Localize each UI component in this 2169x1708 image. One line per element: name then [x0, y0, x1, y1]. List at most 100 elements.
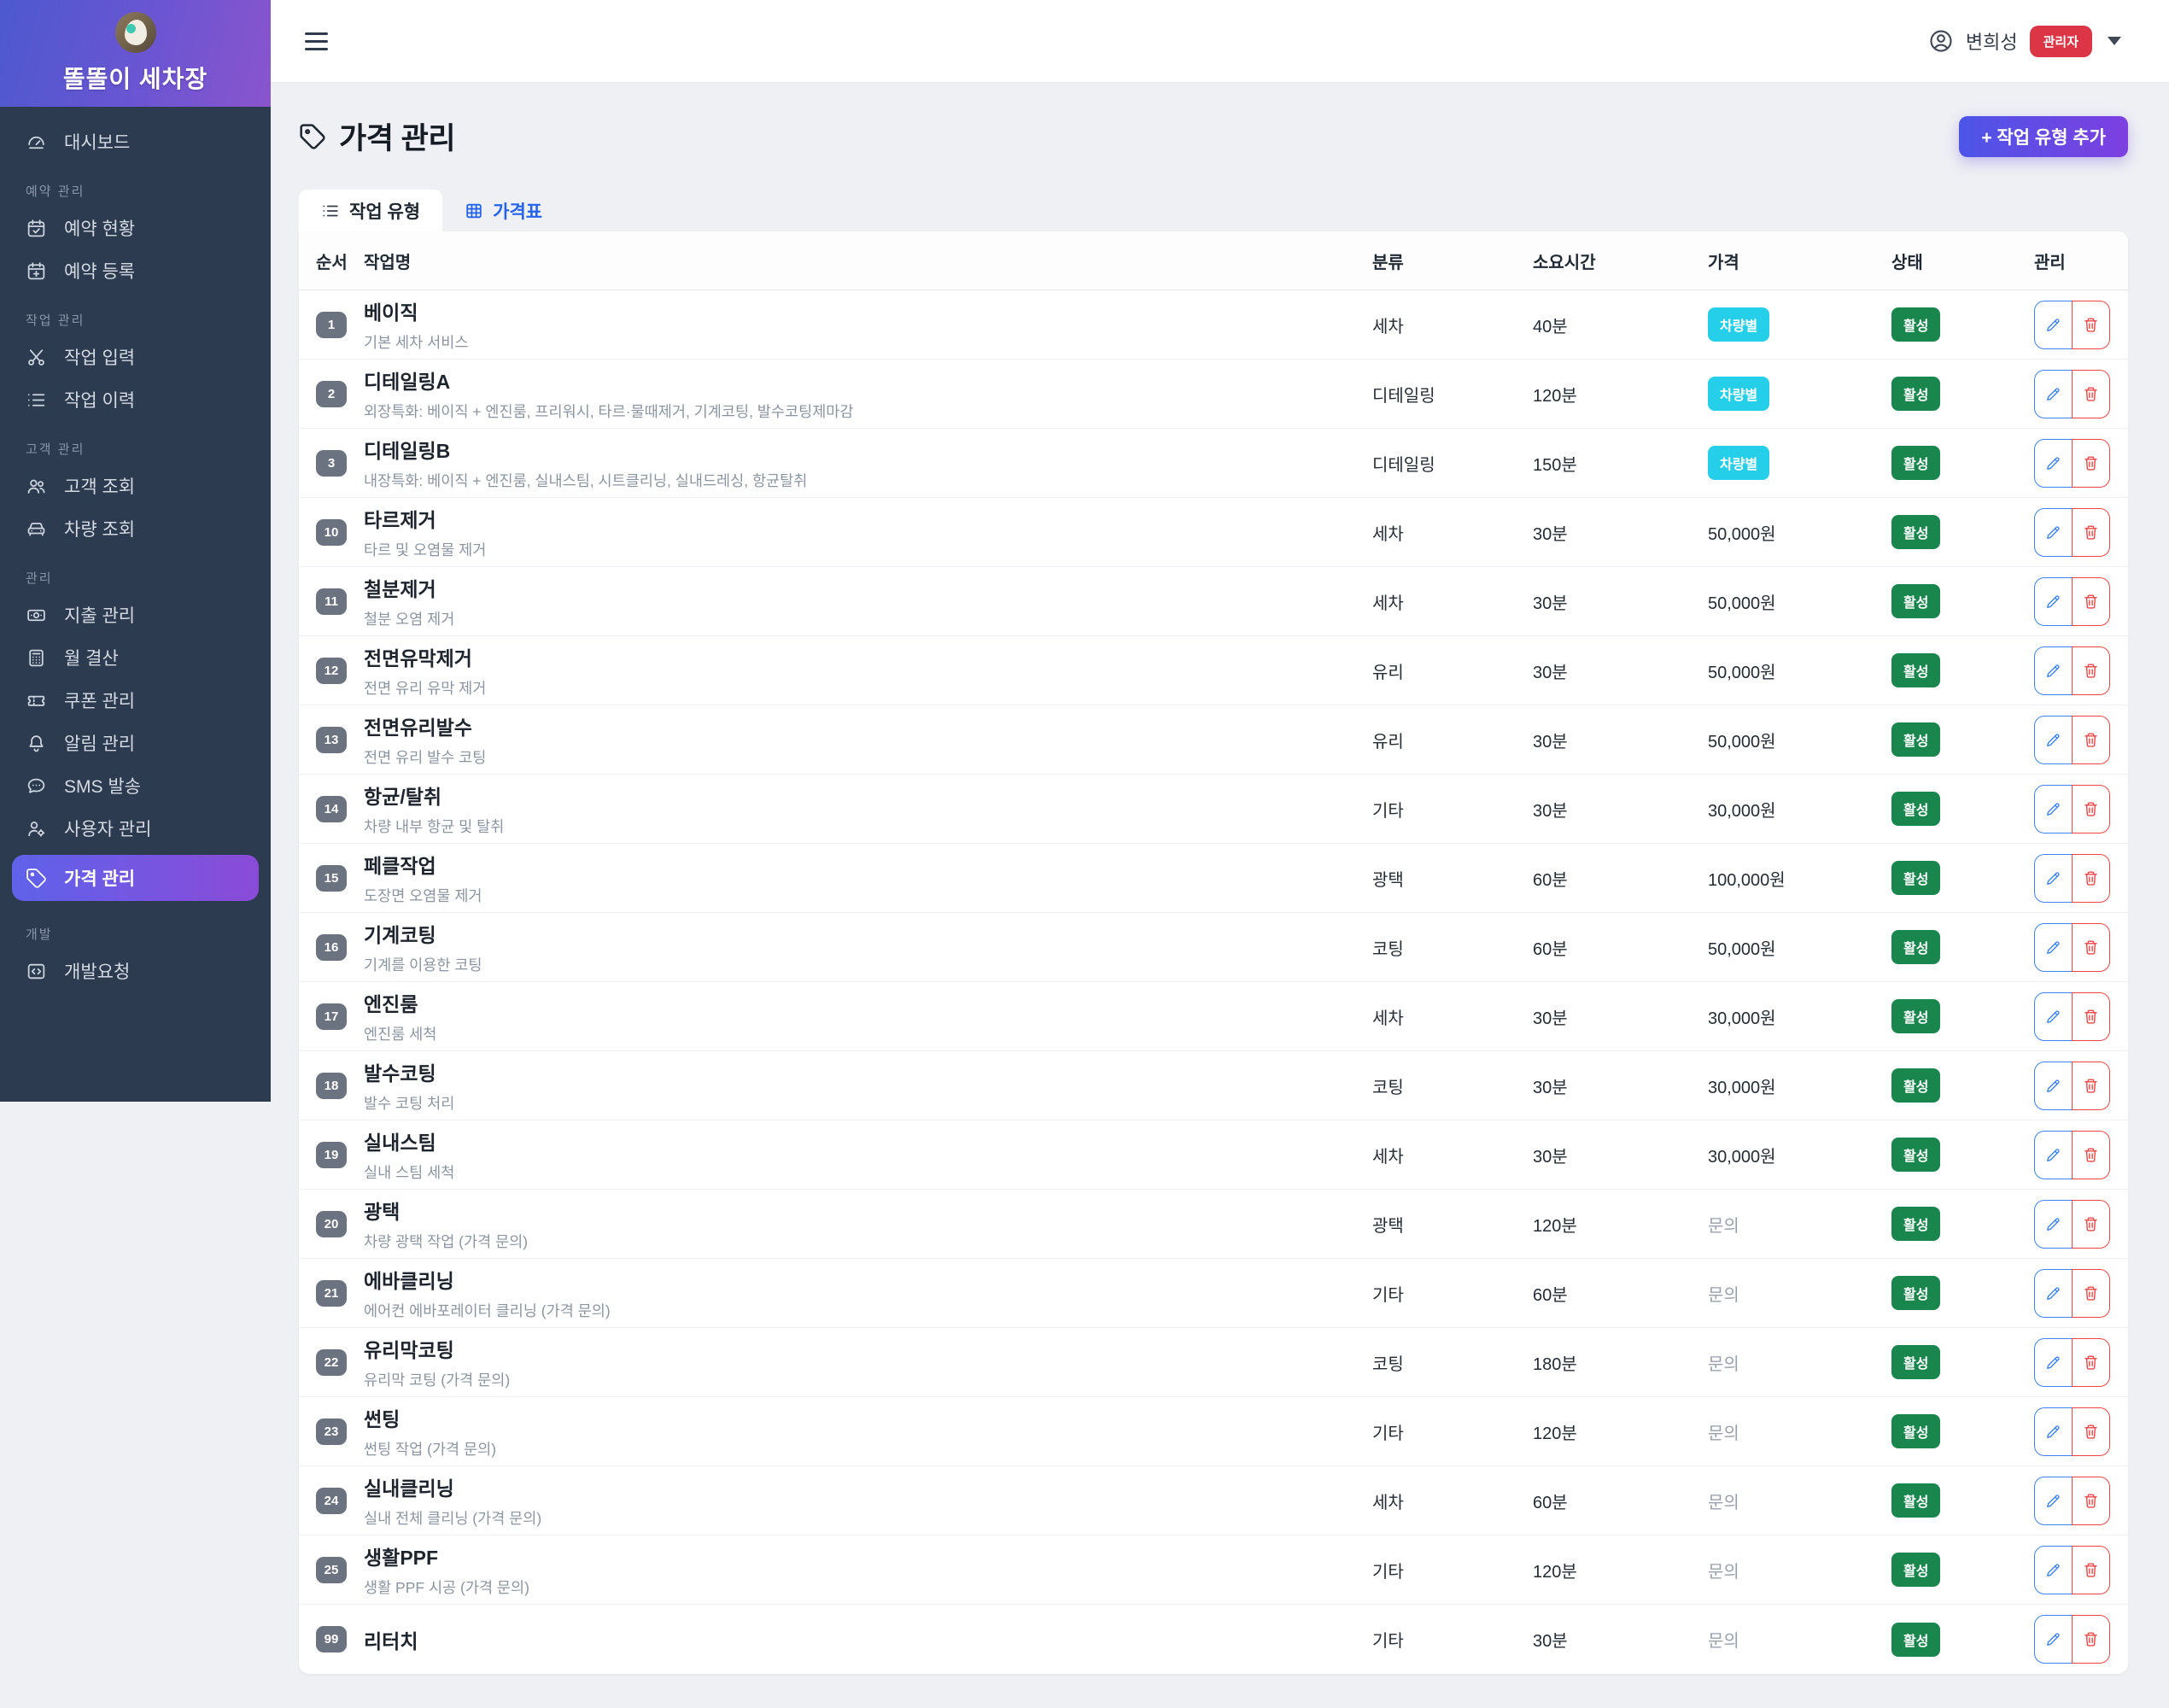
- delete-button[interactable]: [2072, 715, 2110, 764]
- sidebar-item-calendar-plus[interactable]: 예약 등록: [0, 249, 271, 292]
- delete-button[interactable]: [2072, 1615, 2110, 1664]
- add-work-type-button[interactable]: + 작업 유형 추가: [1959, 115, 2128, 157]
- sidebar-item-dashboard[interactable]: 대시보드: [0, 120, 271, 163]
- edit-button[interactable]: [2034, 1476, 2073, 1525]
- edit-button[interactable]: [2034, 300, 2073, 349]
- job-duration: 30분: [1533, 1009, 1568, 1028]
- job-duration: 60분: [1533, 939, 1568, 959]
- sidebar-item-users[interactable]: 고객 조회: [0, 465, 271, 507]
- table-row: 1 베이직 기본 세차 서비스 세차 40분 차량별 활성: [299, 290, 2128, 360]
- pencil-icon: [2044, 1492, 2062, 1510]
- delete-button[interactable]: [2072, 1268, 2110, 1318]
- edit-button[interactable]: [2034, 507, 2073, 557]
- delete-button[interactable]: [2072, 991, 2110, 1041]
- edit-button[interactable]: [2034, 1268, 2073, 1318]
- table-row: 24 실내클리닝 실내 전체 클리닝 (가격 문의) 세차 60분 문의 활성: [299, 1466, 2128, 1535]
- sidebar-item-chat[interactable]: SMS 발송: [0, 764, 271, 807]
- sidebar-item-code[interactable]: 개발요청: [0, 950, 271, 992]
- delete-button[interactable]: [2072, 300, 2110, 349]
- trash-icon: [2082, 869, 2100, 887]
- trash-icon: [2082, 1215, 2100, 1233]
- job-duration: 30분: [1533, 524, 1568, 544]
- edit-button[interactable]: [2034, 1061, 2073, 1110]
- pencil-icon: [2044, 1561, 2062, 1579]
- delete-button[interactable]: [2072, 1130, 2110, 1179]
- edit-button[interactable]: [2034, 646, 2073, 695]
- job-name: 전면유리발수: [364, 717, 472, 739]
- edit-button[interactable]: [2034, 438, 2073, 488]
- trash-icon: [2082, 1561, 2100, 1579]
- trash-icon: [2082, 1492, 2100, 1510]
- job-duration: 60분: [1533, 1285, 1568, 1305]
- menu-toggle-icon[interactable]: [305, 32, 328, 50]
- delete-button[interactable]: [2072, 646, 2110, 695]
- status-badge: 활성: [1891, 446, 1941, 480]
- sidebar-item-car[interactable]: 차량 조회: [0, 507, 271, 550]
- status-badge: 활성: [1891, 1276, 1941, 1310]
- delete-button[interactable]: [2072, 922, 2110, 972]
- delete-button[interactable]: [2072, 576, 2110, 626]
- job-category: 기타: [1372, 1562, 1404, 1582]
- edit-button[interactable]: [2034, 1199, 2073, 1249]
- delete-button[interactable]: [2072, 1407, 2110, 1456]
- sidebar-item-bell[interactable]: 알림 관리: [0, 722, 271, 764]
- order-badge: 24: [316, 1487, 347, 1514]
- edit-button[interactable]: [2034, 1615, 2073, 1664]
- delete-button[interactable]: [2072, 1061, 2110, 1110]
- edit-button[interactable]: [2034, 853, 2073, 903]
- topbar: 변희성 관리자: [271, 0, 2169, 83]
- delete-button[interactable]: [2072, 507, 2110, 557]
- delete-button[interactable]: [2072, 1476, 2110, 1525]
- sidebar-item-ticket[interactable]: 쿠폰 관리: [0, 679, 271, 722]
- tab-work-types[interactable]: 작업 유형: [299, 190, 443, 231]
- sidebar-item-tag[interactable]: 가격 관리: [12, 855, 259, 901]
- delete-button[interactable]: [2072, 1337, 2110, 1387]
- edit-button[interactable]: [2034, 715, 2073, 764]
- job-category: 세차: [1372, 1493, 1404, 1512]
- edit-button[interactable]: [2034, 1545, 2073, 1594]
- status-badge: 활성: [1891, 1553, 1941, 1587]
- edit-button[interactable]: [2034, 922, 2073, 972]
- job-description: 실내 전체 클리닝 (가격 문의): [364, 1510, 542, 1527]
- job-name: 리터치: [364, 1629, 418, 1652]
- edit-button[interactable]: [2034, 1337, 2073, 1387]
- edit-button[interactable]: [2034, 1130, 2073, 1179]
- sidebar-item-user-gear[interactable]: 사용자 관리: [0, 807, 271, 850]
- edit-button[interactable]: [2034, 784, 2073, 834]
- table-row: 15 페클작업 도장면 오염물 제거 광택 60분 100,000원 활성: [299, 844, 2128, 913]
- delete-button[interactable]: [2072, 1545, 2110, 1594]
- delete-button[interactable]: [2072, 853, 2110, 903]
- edit-button[interactable]: [2034, 991, 2073, 1041]
- sidebar-item-calculator[interactable]: 월 결산: [0, 636, 271, 679]
- user-name: 변희성: [1965, 32, 2018, 53]
- pencil-icon: [2044, 1423, 2062, 1441]
- pencil-icon: [2044, 1077, 2062, 1095]
- job-description: 도장면 오염물 제거: [364, 887, 482, 904]
- delete-button[interactable]: [2072, 784, 2110, 834]
- calculator-icon: [26, 647, 47, 669]
- delete-button[interactable]: [2072, 369, 2110, 418]
- delete-button[interactable]: [2072, 438, 2110, 488]
- delete-button[interactable]: [2072, 1199, 2110, 1249]
- price-value: 100,000원: [1708, 870, 1786, 890]
- vehicle-price-badge: 차량별: [1708, 307, 1770, 342]
- job-category: 디테일링: [1372, 455, 1435, 475]
- sidebar-item-banknote[interactable]: 지출 관리: [0, 594, 271, 636]
- sidebar-item-tools[interactable]: 작업 입력: [0, 336, 271, 378]
- edit-button[interactable]: [2034, 576, 2073, 626]
- sidebar-item-calendar-check[interactable]: 예약 현황: [0, 207, 271, 249]
- table-row: 14 항균/탈취 차량 내부 항균 및 탈취 기타 30분 30,000원 활성: [299, 775, 2128, 844]
- user-menu[interactable]: 변희성 관리자: [1928, 25, 2121, 57]
- job-name: 항균/탈취: [364, 786, 442, 808]
- order-badge: 19: [316, 1141, 347, 1168]
- tab-price-table[interactable]: 가격표: [442, 190, 564, 231]
- sidebar-item-list[interactable]: 작업 이력: [0, 378, 271, 421]
- status-badge: 활성: [1891, 1138, 1941, 1172]
- sidebar-item-label: SMS 발송: [64, 777, 141, 797]
- job-category: 디테일링: [1372, 386, 1435, 406]
- edit-button[interactable]: [2034, 1407, 2073, 1456]
- pencil-icon: [2044, 1630, 2062, 1648]
- job-duration: 180분: [1533, 1354, 1577, 1374]
- edit-button[interactable]: [2034, 369, 2073, 418]
- price-inquiry: 문의: [1708, 1493, 1739, 1512]
